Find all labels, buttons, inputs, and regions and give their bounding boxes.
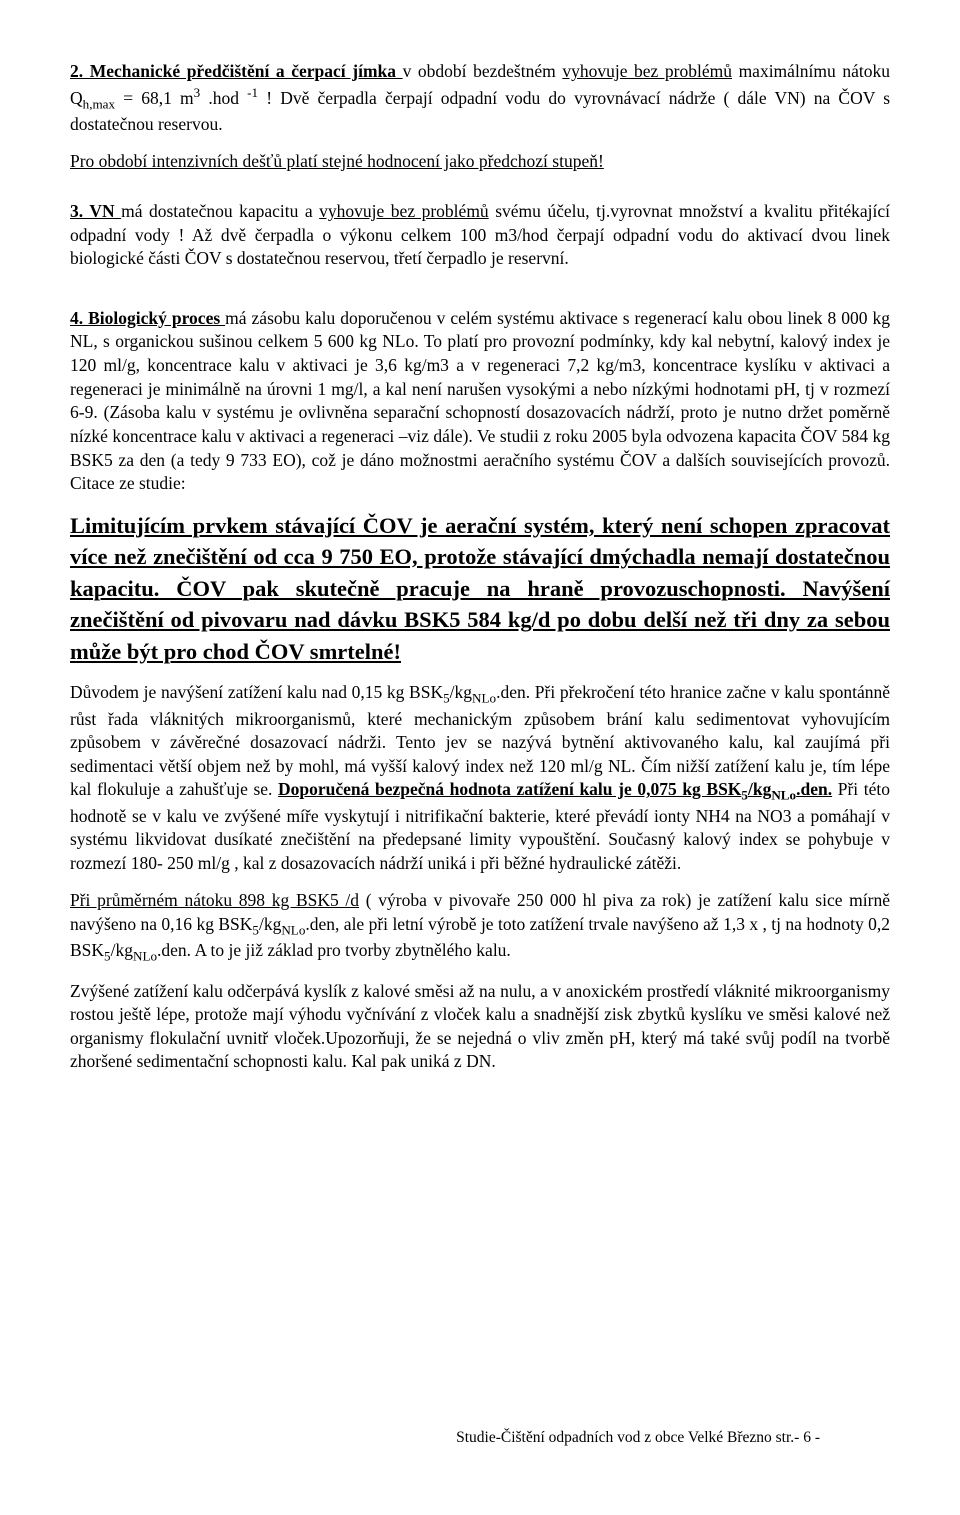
text: Důvodem je navýšení zatížení kalu nad 0,… — [70, 682, 443, 702]
heading-2-mech: 2. Mechanické předčištění a čerpací jímk… — [70, 61, 403, 81]
page-footer: Studie-Čištění odpadních vod z obce Velk… — [456, 1428, 820, 1449]
paragraph-4: 4. Biologický proces má zásobu kalu dopo… — [70, 307, 890, 496]
text: má zásobu kalu doporučenou v celém systé… — [70, 308, 890, 493]
subscript: NLo — [133, 949, 157, 964]
subscript: NLo — [472, 691, 496, 706]
heading-4-bio: 4. Biologický proces — [70, 308, 225, 328]
text: .den. A to je již základ pro tvorby zbyt… — [157, 940, 511, 960]
paragraph-6: Důvodem je navýšení zatížení kalu nad 0,… — [70, 681, 890, 875]
text-underline: vyhovuje bez problémů — [319, 201, 489, 221]
text: v období bezdeštném — [403, 61, 563, 81]
paragraph-5-highlight: Limitujícím prvkem stávající ČOV je aera… — [70, 510, 890, 668]
subscript: h,max — [83, 96, 115, 111]
text: /kg — [259, 914, 281, 934]
paragraph-7: Při průměrném nátoku 898 kg BSK5 /d ( vý… — [70, 889, 890, 965]
text: .hod — [200, 87, 247, 107]
text: = 68,1 m — [115, 87, 194, 107]
text: /kg — [111, 940, 133, 960]
paragraph-3: 3. VN má dostatečnou kapacitu a vyhovuje… — [70, 200, 890, 271]
text-underline: vyhovuje bez problémů — [562, 61, 732, 81]
text-underline: Při průměrném nátoku 898 kg BSK5 /d — [70, 890, 359, 910]
superscript: -1 — [247, 85, 258, 100]
paragraph-8: Zvýšené zatížení kalu odčerpává kyslík z… — [70, 980, 890, 1075]
text: má dostatečnou kapacitu a — [121, 201, 319, 221]
subscript: NLo — [281, 923, 305, 938]
text-bold-underline: Doporučená bezpečná hodnota zatížení kal… — [278, 779, 832, 799]
paragraph-2: Pro období intenzivních dešťů platí stej… — [70, 150, 890, 174]
text: /kg — [450, 682, 472, 702]
paragraph-1: 2. Mechanické předčištění a čerpací jímk… — [70, 60, 890, 136]
heading-3-vn: 3. VN — [70, 201, 121, 221]
